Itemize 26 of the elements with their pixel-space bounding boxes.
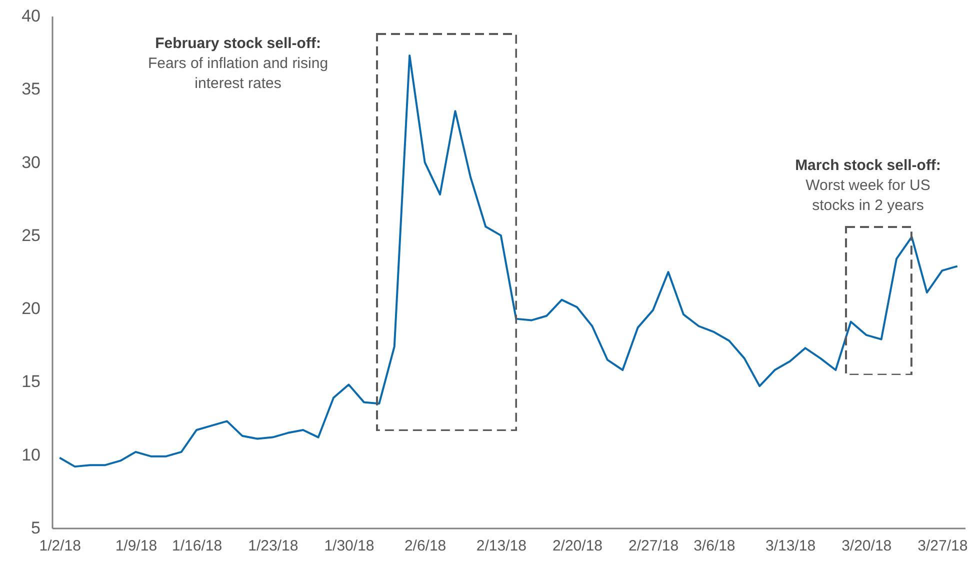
x-tick-label: 1/9/18 — [115, 538, 158, 554]
annotation: March stock sell-off: — [795, 157, 941, 174]
x-tick-label: 3/20/18 — [842, 538, 892, 554]
y-tick-label: 30 — [22, 152, 40, 172]
y-tick-label: 10 — [22, 445, 40, 464]
y-tick-label: 5 — [31, 518, 40, 538]
annotation: Worst week for US stocks in 2 years — [806, 177, 930, 214]
y-tick-label: 40 — [22, 6, 40, 26]
y-tick-label: 25 — [22, 226, 40, 245]
y-tick-label: 15 — [22, 372, 40, 392]
x-tick-label: 3/6/18 — [694, 538, 736, 554]
y-tick-label: 20 — [22, 299, 40, 318]
x-tick-label: 2/6/18 — [404, 538, 446, 554]
x-tick-label: 2/13/18 — [476, 538, 526, 554]
x-tick-label: 1/23/18 — [248, 538, 298, 554]
x-tick-label: 1/2/18 — [39, 538, 81, 554]
x-tick-label: 1/16/18 — [172, 538, 222, 554]
x-tick-label: 1/30/18 — [324, 538, 374, 554]
y-tick-label: 35 — [22, 80, 40, 99]
x-tick-label: 2/20/18 — [552, 538, 602, 554]
line-series — [58, 54, 958, 468]
x-tick-label: 2/27/18 — [628, 538, 679, 554]
x-tick-label: 3/13/18 — [765, 538, 816, 554]
annotation: Fears of inflation and rising interest rates — [148, 55, 328, 92]
x-tick-label: 3/27/18 — [918, 538, 968, 554]
annotation: February stock sell-off: — [155, 35, 321, 52]
